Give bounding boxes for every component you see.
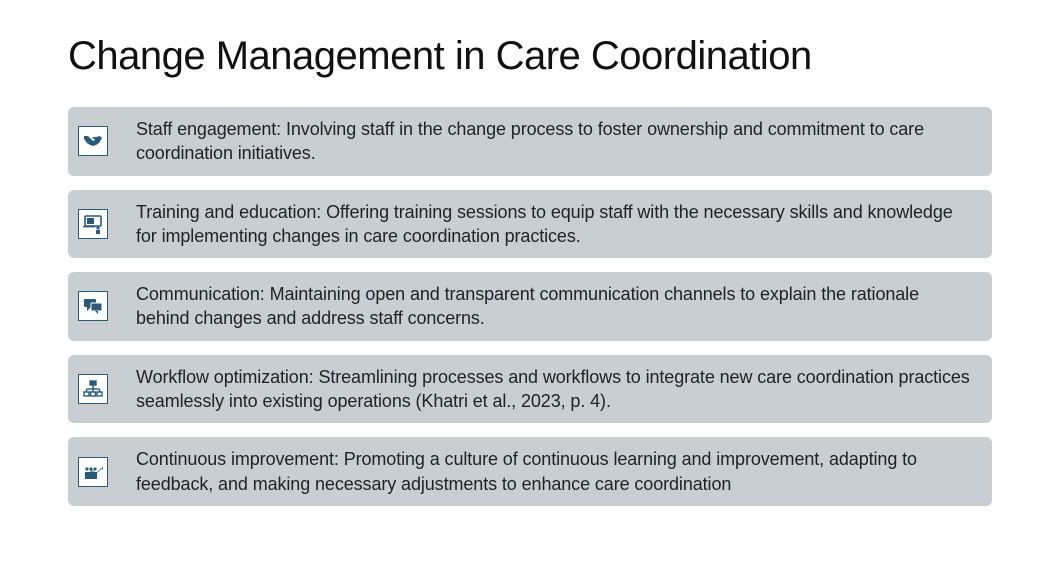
list-item: Staff engagement: Involving staff in the… — [68, 107, 992, 176]
improvement-icon — [78, 457, 108, 487]
item-text: Workflow optimization: Streamlining proc… — [136, 365, 974, 414]
item-label: Training and education: — [136, 202, 326, 222]
item-text: Communication: Maintaining open and tran… — [136, 282, 974, 331]
workflow-icon — [78, 374, 108, 404]
item-text: Training and education: Offering trainin… — [136, 200, 974, 249]
handshake-icon — [78, 126, 108, 156]
list-item: Workflow optimization: Streamlining proc… — [68, 355, 992, 424]
page-title: Change Management in Care Coordination — [68, 34, 992, 79]
communication-icon — [78, 291, 108, 321]
item-text: Continuous improvement: Promoting a cult… — [136, 447, 974, 496]
items-list: Staff engagement: Involving staff in the… — [68, 107, 992, 506]
item-label: Continuous improvement: — [136, 449, 344, 469]
list-item: Communication: Maintaining open and tran… — [68, 272, 992, 341]
list-item: Continuous improvement: Promoting a cult… — [68, 437, 992, 506]
item-label: Communication: — [136, 284, 270, 304]
list-item: Training and education: Offering trainin… — [68, 190, 992, 259]
item-text: Staff engagement: Involving staff in the… — [136, 117, 974, 166]
training-icon — [78, 209, 108, 239]
item-label: Staff engagement: — [136, 119, 286, 139]
item-label: Workflow optimization: — [136, 367, 318, 387]
